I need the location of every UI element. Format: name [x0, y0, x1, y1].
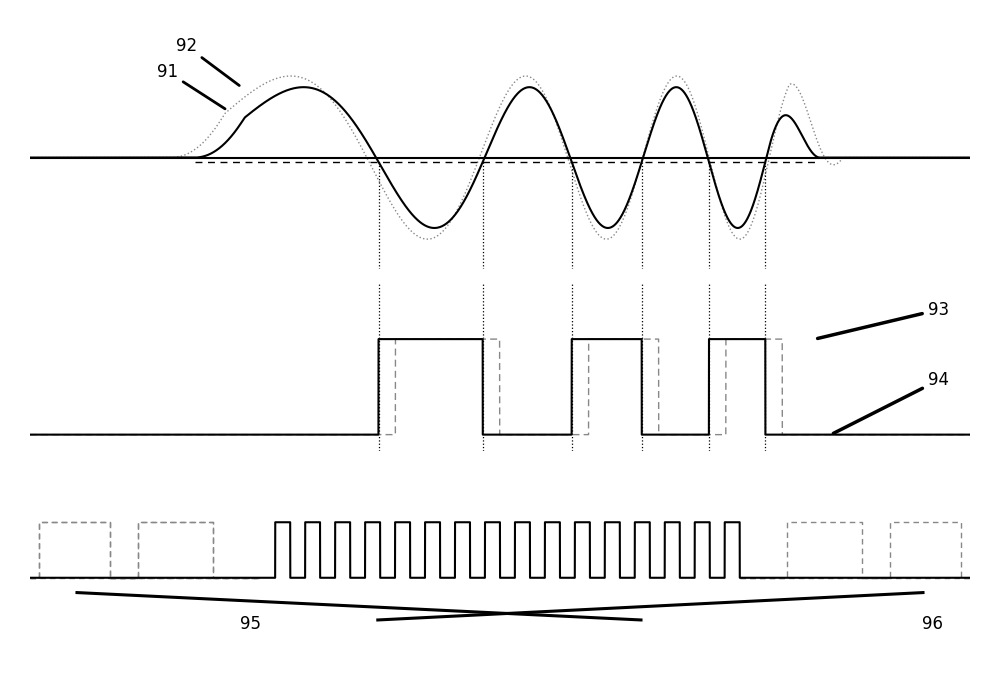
- Text: 92: 92: [176, 37, 239, 85]
- Text: 95: 95: [240, 614, 261, 633]
- Text: 96: 96: [922, 614, 943, 633]
- Text: 91: 91: [157, 63, 225, 109]
- Text: 94: 94: [833, 371, 949, 433]
- Text: 93: 93: [818, 301, 949, 339]
